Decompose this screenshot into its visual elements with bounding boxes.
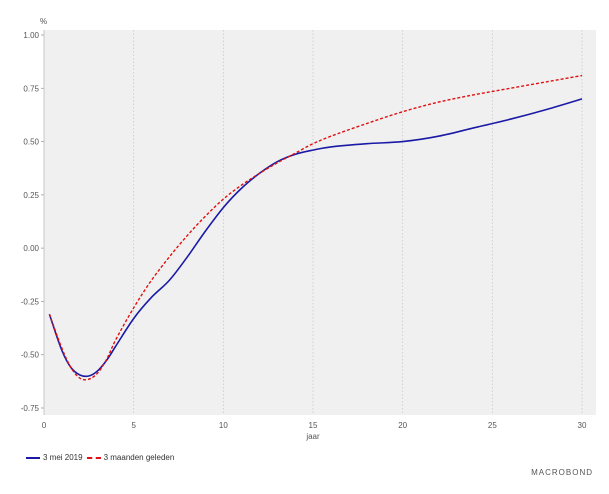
legend-label-series-1: 3 mei 2019 [43, 453, 83, 462]
grid-lines [133, 30, 583, 415]
x-tick-label: 0 [42, 421, 47, 430]
legend-swatch-series-2 [86, 456, 101, 459]
y-tick-label: -0.50 [21, 351, 40, 360]
x-tick-label: 25 [488, 421, 497, 430]
y-tick-label: 0.25 [23, 191, 39, 200]
y-tick-label: -0.75 [21, 404, 40, 413]
x-tick-label: 20 [398, 421, 407, 430]
x-tick-label: 15 [309, 421, 318, 430]
y-tick-label: 0.75 [23, 84, 39, 93]
y-tick-label: 1.00 [23, 31, 39, 40]
legend-label-series-2: 3 maanden geleden [103, 453, 175, 462]
series-line-1 [48, 98, 583, 378]
y-tick-label: -0.25 [21, 297, 40, 306]
x-tick-label: 30 [578, 421, 587, 430]
legend-item-series-1: 3 mei 2019 [26, 453, 83, 462]
y-tick-label: 0.50 [23, 138, 39, 147]
x-tick-label: 5 [131, 421, 136, 430]
y-tick-label: 0.00 [23, 244, 39, 253]
series-line-2 [48, 74, 583, 381]
legend-swatch-series-1 [26, 456, 40, 459]
legend-item-series-2: 3 maanden geleden [86, 453, 175, 462]
x-tick-label: 10 [219, 421, 228, 430]
legend: 3 mei 2019 3 maanden geleden [26, 453, 174, 462]
x-axis-label: jaar [305, 432, 320, 441]
macrobond-logo: MACROBOND [531, 468, 593, 477]
y-axis-label: % [40, 17, 47, 26]
series-lines [48, 74, 583, 381]
axes: 0 5 10 15 20 25 30 -0.75 -0.50 -0.25 0.00 0.25 0.50 0… [21, 30, 587, 430]
plot-area [44, 30, 596, 415]
